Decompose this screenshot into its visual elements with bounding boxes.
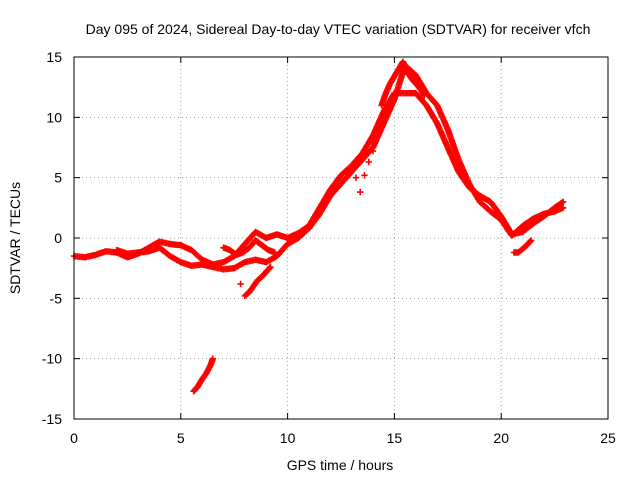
series-arc-e — [190, 355, 216, 395]
data-point — [558, 199, 566, 206]
y-tick-label: 10 — [46, 109, 62, 125]
y-tick-label: -10 — [42, 351, 62, 367]
x-tick-label: 5 — [177, 430, 185, 446]
y-tick-label: -15 — [42, 411, 62, 427]
series-arc-f — [510, 237, 535, 256]
data-point — [365, 158, 372, 166]
x-axis-label: GPS time / hours — [287, 457, 394, 473]
series-arc-g — [378, 58, 428, 109]
data-point — [352, 174, 360, 181]
series-arc-b — [113, 62, 567, 273]
series-arc-a — [70, 90, 567, 268]
data-point — [527, 238, 534, 245]
data-point — [527, 237, 535, 244]
y-tick-label: 0 — [54, 230, 62, 246]
data-point — [267, 263, 274, 271]
plot-frame — [73, 56, 609, 420]
x-tick-label: 10 — [280, 430, 296, 446]
x-tick-label: 20 — [493, 430, 509, 446]
data-point — [237, 280, 244, 288]
y-tick-label: 15 — [46, 49, 62, 65]
x-tick-label: 15 — [387, 430, 403, 446]
chart-title: Day 095 of 2024, Sidereal Day-to-day VTE… — [86, 21, 591, 37]
data-point — [367, 135, 375, 143]
data-point — [374, 126, 381, 133]
grid-layer — [74, 57, 608, 419]
series-outliers — [237, 126, 381, 288]
series-arc-d — [241, 263, 274, 300]
data-point — [559, 204, 567, 211]
x-tick-label: 25 — [600, 430, 616, 446]
data-point — [271, 249, 278, 256]
data-point — [559, 198, 567, 205]
data-point — [361, 172, 368, 179]
y-tick-label: 5 — [54, 170, 62, 186]
data-point — [209, 355, 216, 362]
data-point — [421, 92, 428, 99]
data-point — [369, 147, 377, 155]
series-arc-c — [220, 237, 278, 259]
data-points — [70, 58, 567, 395]
y-tick-label: -5 — [50, 290, 63, 306]
data-point — [357, 188, 364, 196]
x-tick-label: 0 — [70, 430, 78, 446]
y-axis-label: SDTVAR / TECUs — [7, 182, 23, 294]
axis-ticks: 0 5 10 15 20 25 -15 -10 -5 0 5 10 15 — [42, 49, 616, 446]
